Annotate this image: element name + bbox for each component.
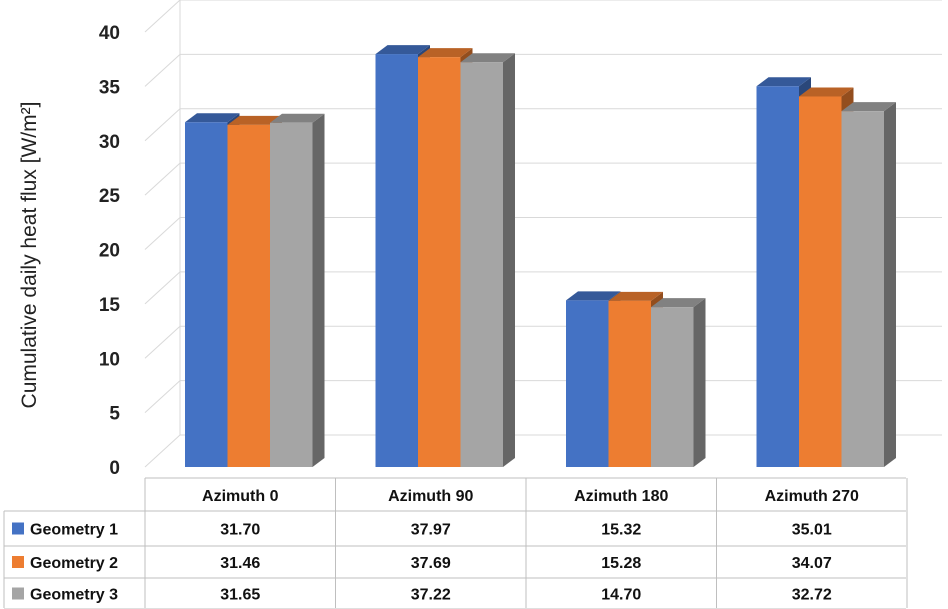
bar-side — [693, 298, 706, 467]
legend-entry: Geometry 2 — [30, 555, 118, 572]
legend-swatch — [12, 522, 24, 535]
x-category-label: Azimuth 90 — [388, 488, 473, 505]
y-tick-label: 30 — [99, 132, 120, 153]
y-tick-label: 10 — [99, 349, 120, 370]
data-label: 34.07 — [792, 555, 832, 572]
y-tick-label: 5 — [109, 404, 120, 425]
grid-line-diagonal — [144, 162, 181, 196]
bar-top — [185, 113, 240, 123]
x-category-label: Azimuth 180 — [574, 488, 668, 505]
grid-line-diagonal — [144, 380, 181, 413]
bar-top — [418, 48, 473, 58]
bar-top — [227, 115, 282, 125]
grid-line-diagonal — [144, 54, 181, 87]
bar-front — [418, 57, 461, 468]
bar-front — [227, 124, 270, 467]
y-tick-label: 35 — [99, 77, 121, 98]
legend-entry: Geometry 1 — [30, 522, 118, 539]
bar — [651, 298, 706, 467]
bar-front — [799, 96, 842, 468]
bar-side — [312, 113, 325, 468]
legend-swatch — [12, 556, 24, 568]
grid-line-diagonal — [144, 271, 181, 305]
bar-front — [270, 122, 313, 468]
y-tick-label: 20 — [99, 241, 120, 262]
bar-side — [884, 102, 896, 468]
grid-line-diagonal — [144, 325, 181, 359]
grid-line-diagonal — [144, 108, 181, 142]
bar-front — [651, 307, 694, 467]
bar — [460, 53, 515, 468]
data-label: 37.69 — [411, 555, 451, 572]
bar — [270, 113, 325, 468]
bar-top — [841, 102, 896, 112]
bar — [756, 77, 811, 468]
data-table: Azimuth 0 Azimuth 90 Azimuth 180 Azimuth 27… — [3, 477, 908, 609]
bar-front — [375, 54, 418, 468]
legend-swatch — [12, 587, 24, 600]
bar-top — [460, 53, 515, 63]
legend-entry: Geometry 3 — [30, 587, 118, 604]
bar-front — [566, 300, 609, 467]
y-tick-label: 0 — [109, 458, 120, 479]
bars — [185, 45, 896, 468]
bar-top — [651, 298, 706, 308]
bar-top — [799, 87, 854, 97]
bar-front — [608, 300, 651, 467]
data-label: 14.70 — [601, 587, 641, 604]
x-category-label: Azimuth 0 — [202, 488, 279, 505]
bar-front — [185, 122, 228, 467]
data-label: 35.01 — [792, 522, 832, 539]
data-label: 31.65 — [220, 587, 260, 604]
bar-top — [270, 113, 325, 123]
x-category-label: Azimuth 270 — [765, 488, 859, 505]
data-label: 15.28 — [601, 555, 641, 572]
bar-top — [566, 291, 621, 301]
data-label: 37.22 — [411, 587, 451, 604]
bar — [841, 102, 896, 468]
y-tick-label: 25 — [99, 186, 121, 207]
grid-line-diagonal — [144, 217, 181, 250]
bar-front — [841, 111, 884, 468]
bar-top — [756, 77, 811, 87]
y-tick-label: 40 — [99, 23, 120, 44]
grid-line-diagonal — [144, 434, 181, 468]
data-label: 15.32 — [601, 522, 641, 539]
data-label: 31.46 — [220, 555, 260, 572]
bar-top — [375, 45, 430, 55]
data-label: 32.72 — [792, 587, 832, 604]
bar-front — [460, 62, 503, 468]
grid-line-diagonal — [144, 0, 181, 33]
bar-front — [756, 86, 799, 468]
y-axis-title: Cumulative daily heat flux [W/m²] — [18, 102, 41, 409]
y-axis: 0 5 10 15 20 25 30 35 40 — [99, 23, 121, 479]
data-label: 31.70 — [220, 522, 260, 539]
data-label: 37.97 — [411, 522, 451, 539]
y-tick-label: 15 — [99, 295, 121, 316]
bar-top — [608, 291, 663, 301]
bar-side — [503, 53, 515, 468]
